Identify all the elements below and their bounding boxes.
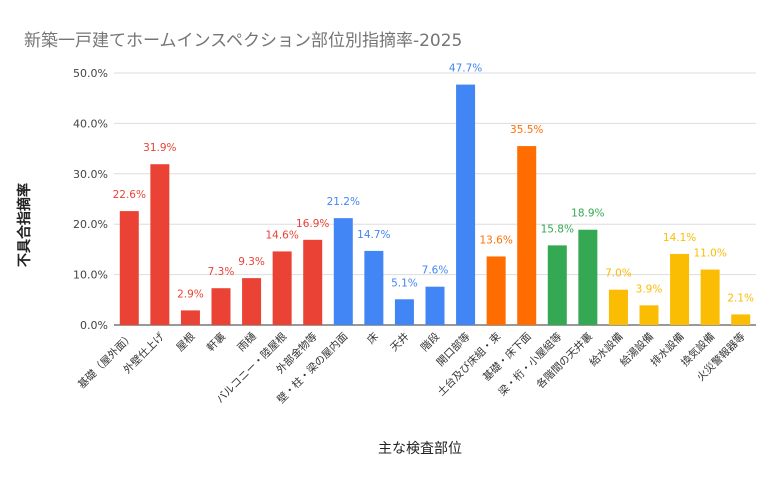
data-label: 9.3% (238, 256, 265, 268)
data-label: 13.6% (479, 234, 512, 246)
bar (670, 253, 690, 325)
x-axis-label: 主な検査部位 (378, 441, 462, 457)
data-label: 2.9% (177, 288, 204, 300)
data-label: 7.3% (208, 266, 235, 278)
bar (731, 314, 751, 325)
data-label: 22.6% (113, 189, 146, 201)
bar (608, 289, 628, 325)
y-tick-label: 30.0% (73, 168, 108, 181)
data-label: 14.1% (663, 232, 696, 244)
x-tick-label: 床 (364, 330, 381, 347)
x-tick-label: 雨樋 (235, 330, 259, 354)
y-tick-label: 50.0% (73, 67, 108, 80)
x-tick-label: 屋根 (174, 330, 198, 354)
bar (242, 278, 262, 325)
data-label: 11.0% (693, 248, 726, 260)
data-label: 21.2% (327, 196, 360, 208)
bar (150, 164, 170, 325)
y-tick-label: 0.0% (80, 319, 108, 332)
y-tick-label: 10.0% (73, 269, 108, 282)
bar (639, 305, 659, 325)
y-tick-label: 40.0% (73, 117, 108, 130)
data-label: 16.9% (296, 218, 329, 230)
data-label: 3.9% (636, 283, 663, 295)
bar (364, 250, 384, 325)
bar (333, 218, 353, 325)
bar (547, 245, 567, 325)
bar (578, 229, 598, 325)
x-tick-label: 軒裏 (204, 330, 228, 354)
data-label: 2.1% (727, 292, 754, 304)
data-label: 5.1% (391, 277, 418, 289)
bar (303, 239, 323, 325)
bar (425, 286, 445, 325)
data-label: 31.9% (143, 142, 176, 154)
bar (700, 269, 720, 325)
x-tick-label: 天井 (388, 330, 412, 354)
bar (119, 211, 139, 325)
data-label: 35.5% (510, 124, 543, 136)
bar (456, 84, 476, 325)
bar (517, 146, 537, 325)
data-label: 7.0% (605, 268, 632, 280)
bar (486, 256, 506, 325)
data-label: 14.6% (265, 229, 298, 241)
data-label: 7.6% (422, 265, 449, 277)
x-tick-label: 階段 (418, 330, 442, 354)
bar (211, 288, 231, 325)
data-label: 14.7% (357, 229, 390, 241)
bar (272, 251, 292, 325)
y-tick-label: 20.0% (73, 218, 108, 231)
data-label: 47.7% (449, 63, 482, 75)
bar (394, 299, 414, 325)
data-label: 18.9% (571, 208, 604, 220)
chart-title: 新築一戸建てホームインスペクション部位別指摘率-2025 (24, 31, 463, 51)
bar (180, 310, 200, 325)
data-label: 15.8% (541, 223, 574, 235)
